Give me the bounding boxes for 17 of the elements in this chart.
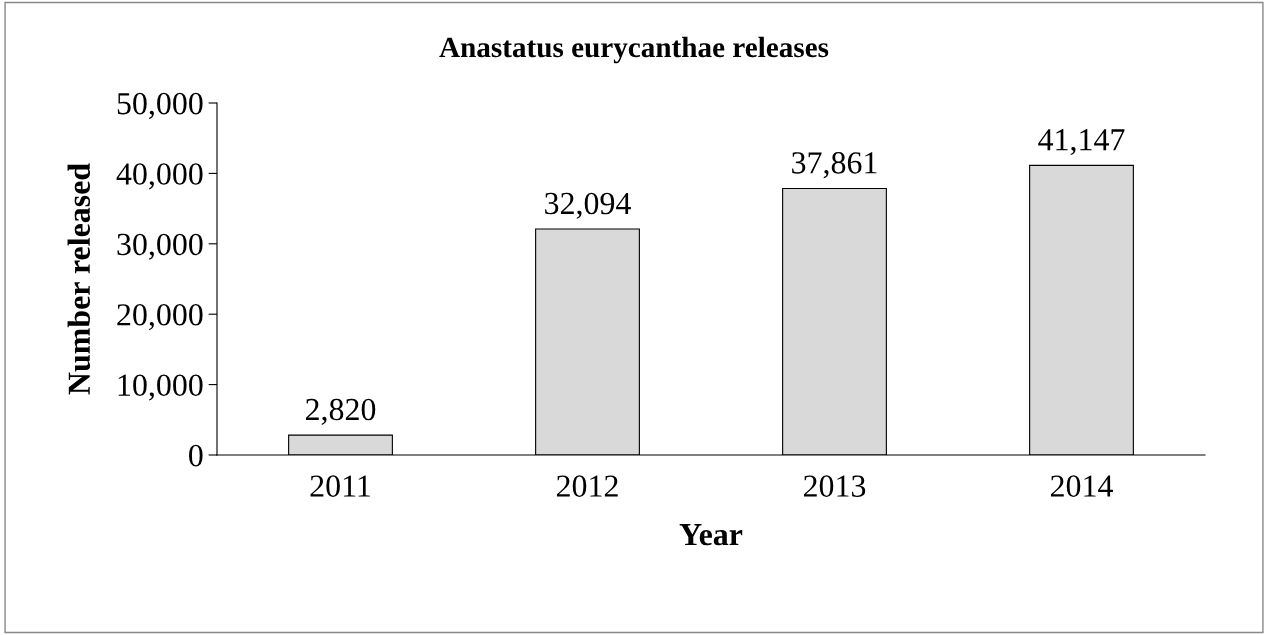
x-tick-label: 2012 <box>556 475 618 497</box>
y-tick-label: 50,000 <box>117 92 203 119</box>
x-tick-label: 2014 <box>1050 475 1113 497</box>
x-tick-label: 2011 <box>310 475 370 497</box>
y-tick-label: 40,000 <box>116 163 203 190</box>
data-label: 37,861 <box>792 152 877 179</box>
y-tick-label: 0 <box>189 444 203 467</box>
chart-title: Anastatus eurycanthae releases <box>439 36 829 64</box>
y-tick-label: 30,000 <box>117 233 203 260</box>
y-axis-title: Number released <box>67 163 91 395</box>
y-tick-label: 20,000 <box>117 304 203 331</box>
data-label: 2,820 <box>305 398 376 425</box>
x-axis-title: Year <box>679 524 743 546</box>
y-tick-label: 10,000 <box>118 374 203 401</box>
data-label: 41,147 <box>1038 129 1125 156</box>
x-tick-label: 2013 <box>803 475 866 497</box>
data-label: 32,094 <box>545 192 631 219</box>
